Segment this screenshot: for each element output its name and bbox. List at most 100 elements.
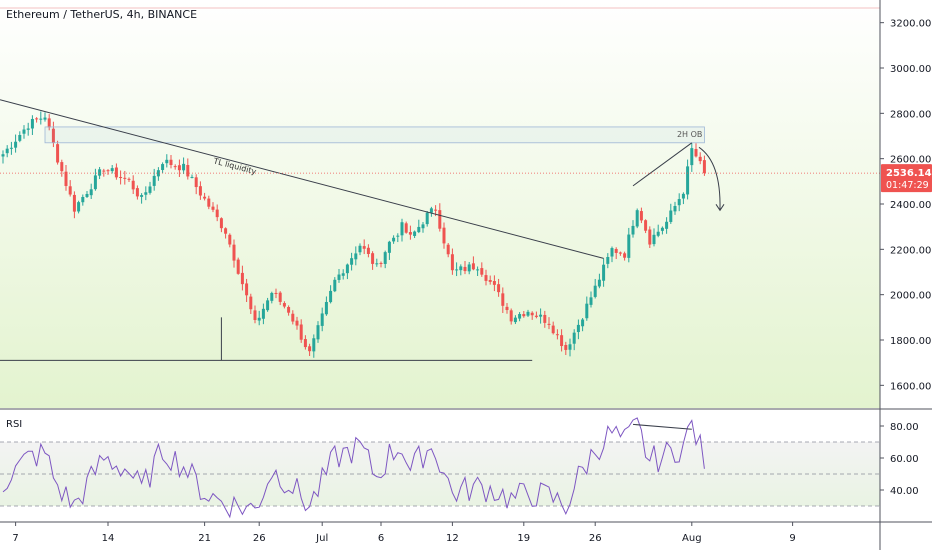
trendline [0,99,604,259]
rsi-tick-label: 80.00 [890,422,919,433]
candle-body [291,313,295,322]
candle-body [421,224,425,229]
rising-line [632,142,693,187]
candle-body [513,317,517,323]
candle-body [467,264,471,272]
candle-body [253,310,257,321]
time-tick-label: Aug [682,533,702,544]
candle-body [534,315,538,317]
candle-body [215,209,219,218]
candle-body [316,325,320,340]
candle-body [324,301,328,315]
time-tick-label: 19 [517,533,530,544]
price-tick-label: 3200.00 [890,19,931,30]
candle-body [606,256,610,264]
candle-body [337,274,341,280]
candle-body [18,135,22,141]
candle-body [568,344,572,350]
candle-body [299,324,303,340]
candle-body [47,118,51,128]
projection-arrowhead [715,204,725,212]
candle-body [597,279,601,287]
candle-body [110,168,114,172]
candle-body [93,175,97,190]
candle-body [114,167,118,178]
candle-body [341,273,345,276]
candle-body [572,332,576,344]
candle-body [232,244,236,261]
candle-body [618,252,622,254]
candle-body [610,248,614,257]
candle-body [278,292,282,302]
candle-body [660,227,664,231]
candle-body [442,227,446,244]
price-tick-label: 3000.00 [890,64,931,75]
candle-body [547,323,551,325]
time-tick-label: 14 [102,533,115,544]
candle-body [51,128,55,143]
candle-body [509,310,513,322]
candle-body [102,170,106,172]
time-tick-label: 9 [789,533,795,544]
candle-body [354,253,358,260]
time-tick-label: 6 [378,533,384,544]
candle-body [303,339,307,348]
candle-body [602,264,606,281]
time-tick-label: 21 [198,533,211,544]
candle-body [329,290,333,303]
candle-body [173,166,177,168]
candle-body [450,254,454,271]
candle-body [9,147,13,149]
candle-body [312,338,316,352]
candle-body [555,334,559,336]
candle-body [429,208,433,213]
candle-body [39,118,43,120]
candle-body [505,306,509,311]
candle-body [362,246,366,249]
candle-body [144,192,148,195]
candle-body [295,320,299,326]
rsi-tick-label: 40.00 [890,486,919,497]
candle-body [392,237,396,242]
candle-body [635,210,639,227]
candle-body [261,308,265,319]
candle-body [387,241,391,253]
order-block-label: 2H OB [677,130,702,139]
candle-body [245,283,249,296]
candle-body [236,259,240,274]
candle-body [257,317,261,321]
candle-body [648,229,652,245]
candle-body [5,148,9,154]
projection-arrow [698,146,721,210]
price-tick-label: 1600.00 [890,381,931,392]
candle-body [186,164,190,177]
candle-body [446,244,450,255]
time-tick-label: 26 [589,533,602,544]
candle-body [161,164,165,170]
candle-body [85,193,89,197]
candle-body [576,324,580,333]
candle-body [396,235,400,237]
candle-body [26,128,30,130]
candle-body [106,170,110,172]
price-tick-label: 2200.00 [890,245,931,256]
candle-body [219,218,223,229]
rsi-band [0,442,880,506]
candle-body [240,272,244,285]
candle-body [194,177,198,188]
candle-body [497,284,501,293]
candle-body [585,303,589,319]
candle-body [526,311,530,316]
candle-body [644,220,648,231]
candle-body [560,335,564,347]
candle-body [345,264,349,274]
candle-body [593,285,597,297]
candle-body [81,196,85,203]
candle-body [652,234,656,245]
last-price-label: 2536.14 [886,168,932,179]
candle-body [156,170,160,177]
time-tick-label: 7 [12,533,18,544]
candle-body [539,314,543,317]
candle-body [43,117,47,120]
